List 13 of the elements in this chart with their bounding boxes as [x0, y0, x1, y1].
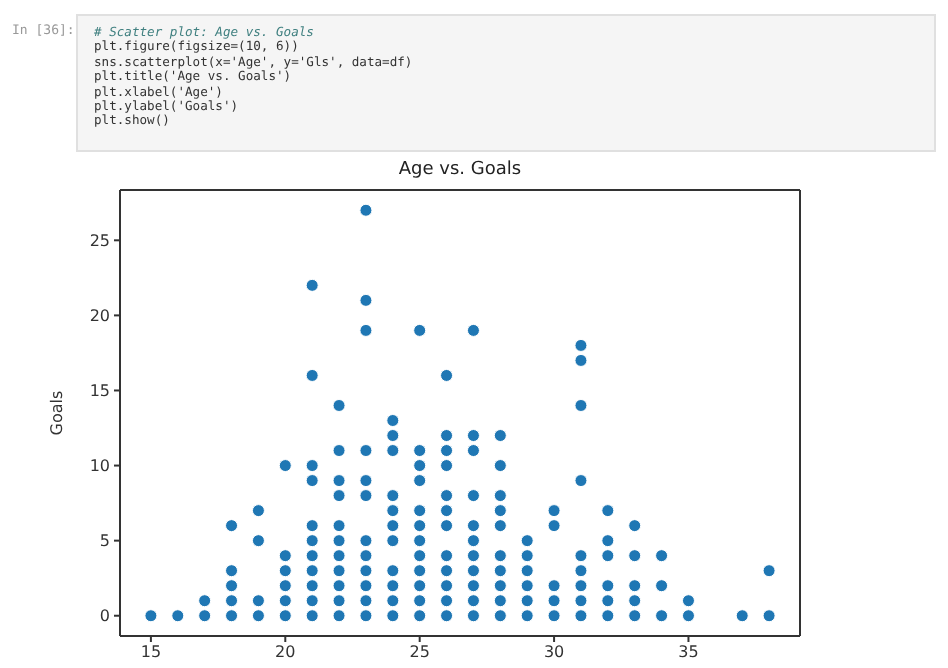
chart-title: Age vs. Goals — [396, 160, 524, 180]
x-tick-label: 25 — [409, 643, 430, 662]
x-tick-label: 30 — [543, 643, 565, 662]
y-tick-label: 5 — [99, 532, 110, 551]
y-tick-label: 10 — [89, 457, 110, 476]
y-tick-label: 0 — [99, 607, 110, 626]
y-tick-label: 15 — [89, 382, 110, 401]
y-tick-label: 25 — [89, 231, 110, 250]
x-tick-label: 20 — [275, 643, 296, 662]
x-tick-label: 35 — [678, 643, 699, 662]
y-axis-title: Goals — [47, 390, 66, 436]
x-tick-label: 15 — [140, 643, 162, 662]
y-tick-label: 20 — [89, 307, 110, 326]
